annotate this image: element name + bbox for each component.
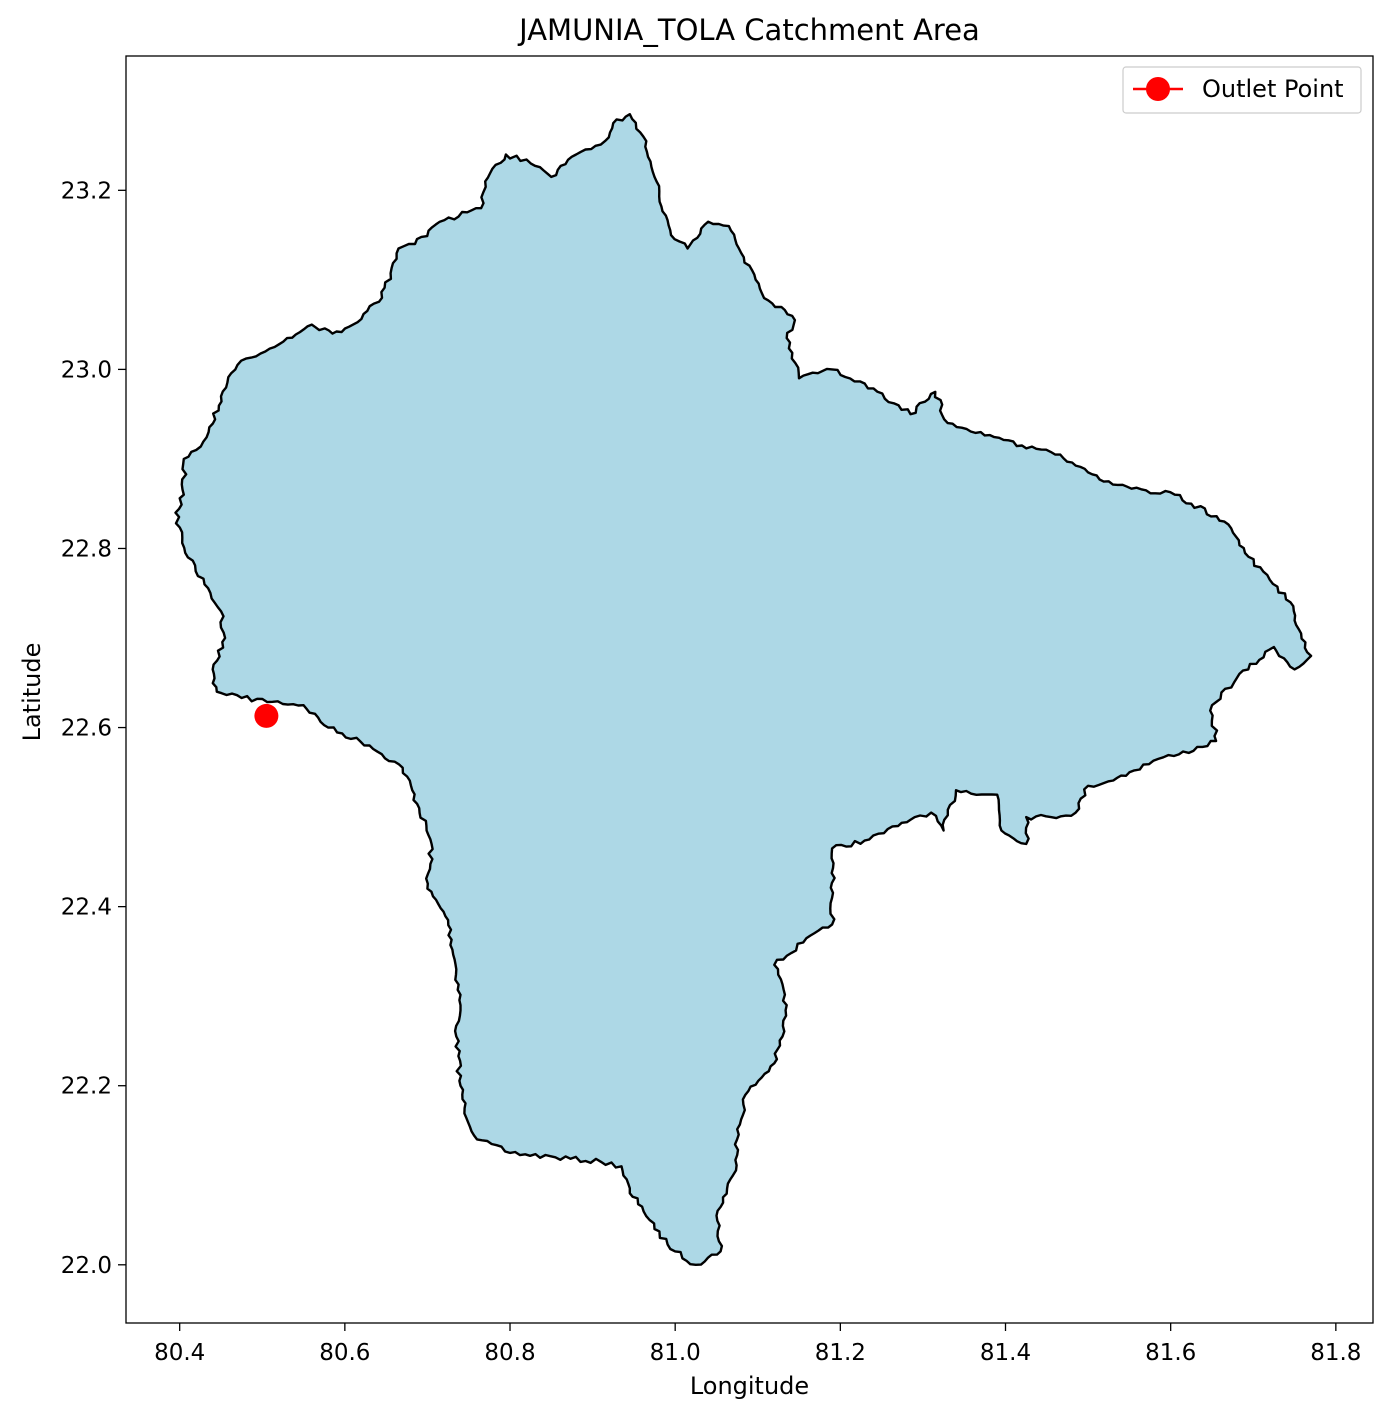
x-tick-label: 81.2 xyxy=(815,1340,866,1366)
x-tick-label: 80.4 xyxy=(154,1340,205,1366)
x-tick-label: 81.0 xyxy=(650,1340,701,1366)
y-tick-label: 22.8 xyxy=(61,536,112,562)
catchment-area-polygon xyxy=(174,112,1313,1267)
chart-title: JAMUNIA_TOLA Catchment Area xyxy=(517,13,980,47)
x-tick-label: 81.4 xyxy=(980,1340,1031,1366)
map-layer xyxy=(174,112,1313,1267)
legend-marker xyxy=(1146,77,1170,101)
y-tick-label: 22.4 xyxy=(61,895,112,921)
y-tick-label: 22.0 xyxy=(61,1253,112,1279)
y-tick-label: 22.6 xyxy=(61,716,112,742)
legend: Outlet Point xyxy=(1122,66,1362,114)
x-axis-label: Longitude xyxy=(690,1372,809,1400)
y-tick-label: 23.0 xyxy=(61,357,112,383)
x-tick-label: 81.8 xyxy=(1310,1340,1361,1366)
outlet-point-marker xyxy=(254,703,279,728)
axis-ticks: 80.4 80.6 80.8 81.0 81.2 81.4 81.6 81.8 22.0 22.2… xyxy=(61,178,1362,1366)
legend-label-outlet-point: Outlet Point xyxy=(1202,75,1344,103)
y-tick-label: 22.2 xyxy=(61,1074,112,1100)
x-tick-label: 81.6 xyxy=(1145,1340,1196,1366)
x-tick-label: 80.8 xyxy=(484,1340,535,1366)
y-tick-label: 23.2 xyxy=(61,178,112,204)
x-tick-label: 80.6 xyxy=(319,1340,370,1366)
plot-frame xyxy=(125,55,1374,1324)
legend-box xyxy=(1122,66,1362,114)
y-axis-label: Latitude xyxy=(18,643,46,742)
